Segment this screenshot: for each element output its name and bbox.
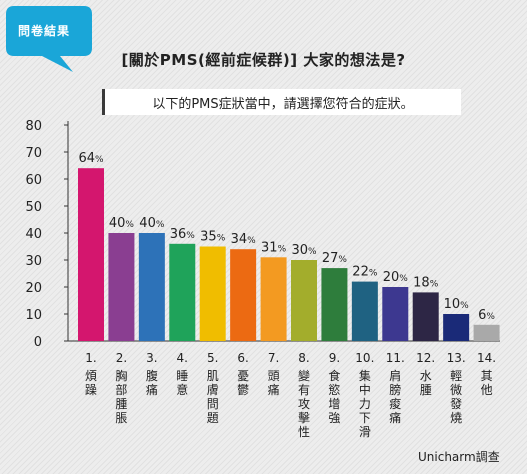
category-label: 1. 煩躁 bbox=[85, 351, 97, 397]
category-number: 2. bbox=[116, 351, 127, 365]
category-number: 3. bbox=[146, 351, 157, 365]
bar bbox=[138, 233, 165, 341]
category-text: 其他 bbox=[481, 369, 493, 397]
data-label: 36% bbox=[170, 227, 196, 242]
category-label: 10. 集中力下滑 bbox=[355, 351, 374, 439]
bars bbox=[78, 168, 500, 341]
category-text: 變有攻擊性 bbox=[298, 368, 310, 439]
category-number: 1. bbox=[85, 351, 96, 365]
category-text: 煩躁 bbox=[85, 369, 97, 397]
badge-label: 問卷結果 bbox=[17, 24, 70, 38]
category-label: 5. 肌膚問題 bbox=[207, 351, 219, 425]
data-label: 34% bbox=[231, 232, 257, 247]
category-number: 5. bbox=[207, 351, 218, 365]
data-label: 64% bbox=[78, 151, 104, 166]
category-text: 憂鬱 bbox=[237, 369, 249, 397]
category-number: 8. bbox=[298, 351, 309, 365]
category-text: 睡意 bbox=[176, 369, 188, 397]
data-label: 30% bbox=[291, 243, 317, 258]
y-tick-label: 30 bbox=[25, 254, 42, 269]
category-label: 13. 輕微發燒 bbox=[447, 351, 466, 425]
bar bbox=[351, 281, 378, 341]
bar bbox=[169, 243, 196, 341]
bar bbox=[473, 324, 500, 341]
category-text: 頭痛 bbox=[268, 369, 280, 397]
bar bbox=[412, 292, 439, 341]
category-text: 肩膀痠痛 bbox=[389, 368, 401, 425]
y-tick-label: 60 bbox=[25, 173, 42, 188]
category-label: 6. 憂鬱 bbox=[237, 351, 249, 397]
category-number: 12. bbox=[416, 351, 435, 365]
subtitle-text: 以下的PMS症狀當中，請選擇您符合的症狀。 bbox=[152, 96, 414, 112]
category-number: 11. bbox=[386, 351, 405, 365]
category-text: 食慾增強 bbox=[328, 368, 340, 425]
category-label: 9. 食慾增強 bbox=[328, 351, 340, 425]
value-labels: 64% 40% 40% 36% 35% 34% 31% 30% 27% 22% 20% 18% 10% 6… bbox=[78, 151, 495, 323]
category-text: 水腫 bbox=[420, 369, 432, 397]
category-label: 2. 胸部腫脹 bbox=[115, 351, 127, 425]
data-label: 20% bbox=[383, 270, 409, 285]
y-tick-label: 40 bbox=[25, 227, 42, 242]
category-number: 14. bbox=[477, 351, 496, 365]
category-label: 14. 其他 bbox=[477, 351, 496, 397]
data-label: 35% bbox=[200, 230, 226, 245]
category-text: 輕微發燒 bbox=[450, 369, 462, 425]
category-label: 11. 肩膀痠痛 bbox=[386, 351, 405, 425]
chart-subtitle: 以下的PMS症狀當中，請選擇您符合的症狀。 bbox=[102, 89, 461, 115]
y-tick-label: 0 bbox=[34, 335, 42, 350]
category-number: 7. bbox=[268, 351, 279, 365]
category-labels: 1. 煩躁 2. 胸部腫脹 3. 腹痛 4. 睡意 5. 肌膚問題 6. 憂鬱 7. 頭痛 8. 變有攻擊性 9… bbox=[85, 351, 496, 439]
category-label: 8. 變有攻擊性 bbox=[298, 351, 310, 439]
category-number: 9. bbox=[329, 351, 340, 365]
data-label: 40% bbox=[109, 216, 135, 231]
bar bbox=[443, 314, 470, 341]
bar bbox=[199, 246, 226, 341]
category-label: 7. 頭痛 bbox=[268, 351, 280, 397]
bar bbox=[291, 260, 317, 341]
category-text: 腹痛 bbox=[146, 369, 158, 397]
data-label: 31% bbox=[261, 240, 287, 255]
data-label: 18% bbox=[413, 275, 439, 290]
category-label: 12. 水腫 bbox=[416, 351, 435, 397]
bar bbox=[108, 233, 135, 341]
bar bbox=[382, 287, 409, 341]
data-label: 10% bbox=[444, 297, 470, 312]
data-label: 22% bbox=[352, 265, 378, 280]
category-label: 3. 腹痛 bbox=[146, 351, 158, 397]
bar bbox=[260, 257, 287, 341]
bar bbox=[230, 249, 257, 341]
category-text: 胸部腫脹 bbox=[115, 368, 127, 425]
category-number: 10. bbox=[355, 351, 374, 365]
y-tick-label: 70 bbox=[25, 146, 42, 161]
category-number: 6. bbox=[237, 351, 248, 365]
category-number: 13. bbox=[447, 351, 466, 365]
y-tick-label: 20 bbox=[25, 281, 42, 296]
category-label: 4. 睡意 bbox=[176, 351, 188, 397]
y-tick-label: 80 bbox=[25, 119, 42, 134]
y-tick-label: 50 bbox=[25, 200, 42, 215]
category-text: 肌膚問題 bbox=[207, 369, 219, 425]
bar bbox=[78, 168, 104, 341]
data-label: 40% bbox=[139, 216, 165, 231]
data-label: 6% bbox=[478, 308, 495, 323]
chart-title: [關於PMS(經前症候群)] 大家的想法是? bbox=[121, 51, 406, 69]
y-tick-label: 10 bbox=[25, 308, 42, 323]
data-label: 27% bbox=[322, 251, 348, 266]
category-text: 集中力下滑 bbox=[359, 368, 371, 439]
source-note: Unicharm調查 bbox=[418, 450, 500, 464]
category-number: 4. bbox=[177, 351, 188, 365]
bar bbox=[321, 268, 348, 341]
